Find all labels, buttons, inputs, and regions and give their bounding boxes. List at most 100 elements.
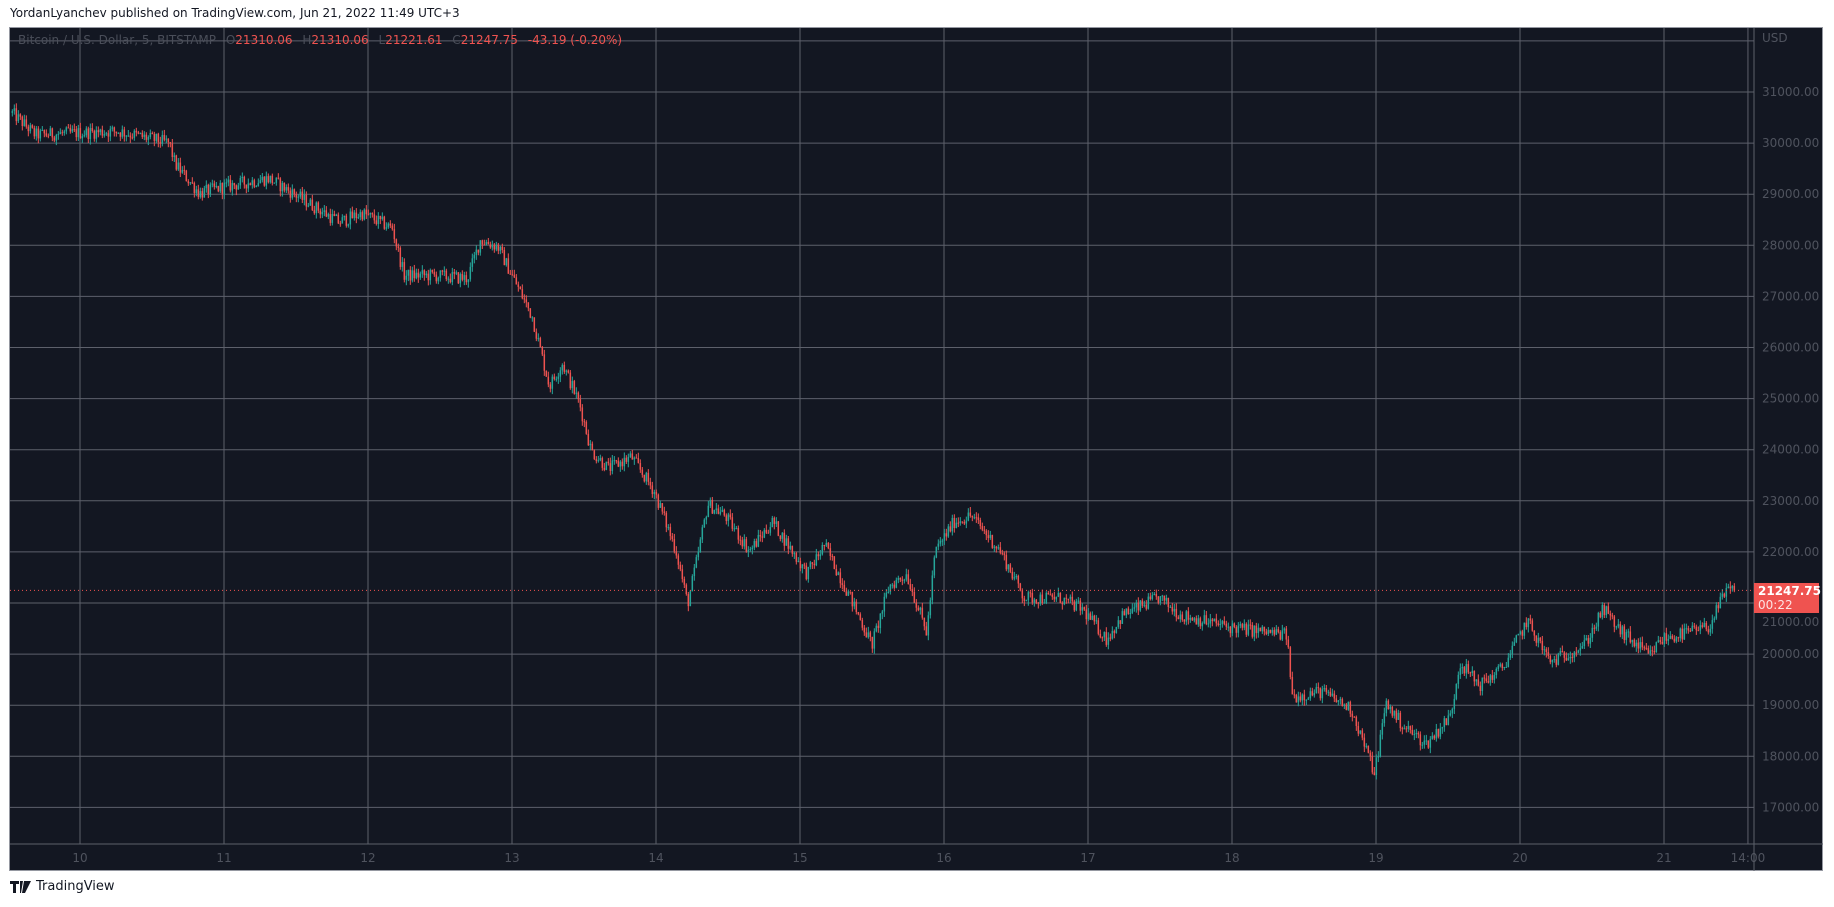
x-tick-label: 16: [936, 851, 951, 865]
candle-down: [435, 274, 438, 282]
candle-up: [751, 547, 754, 549]
candle-up: [1091, 615, 1094, 620]
candle-down: [1071, 596, 1074, 602]
candle-down: [1391, 706, 1394, 716]
candle-up: [411, 270, 414, 281]
candle-down: [767, 532, 770, 534]
candle-down: [1031, 592, 1034, 603]
y-tick-label: 20000.00: [1762, 647, 1819, 661]
candle-up: [421, 270, 424, 274]
candle-up: [1595, 626, 1598, 629]
candle-down: [957, 522, 960, 524]
candle-up: [1465, 664, 1468, 674]
candle-down: [529, 308, 532, 318]
candle-up: [1143, 604, 1146, 606]
candle-up: [1703, 622, 1706, 628]
candle-up: [1359, 730, 1362, 734]
candle-down: [217, 186, 220, 192]
candle-down: [869, 632, 872, 637]
candle-down: [829, 548, 832, 556]
candle-down: [1673, 638, 1676, 642]
candle-down: [305, 194, 308, 207]
high-value: 21310.06: [311, 33, 369, 47]
candle-down: [617, 460, 620, 467]
candle-down: [731, 517, 734, 529]
candle-up: [1281, 630, 1284, 640]
candle-up: [161, 134, 164, 144]
candle-down: [483, 244, 486, 246]
brand-name: TradingView: [36, 879, 115, 894]
candle-down: [741, 540, 744, 547]
candle-up: [223, 182, 226, 194]
candle-down: [1053, 596, 1056, 600]
candle-down: [669, 527, 672, 537]
candle-up: [619, 461, 622, 467]
candle-up: [209, 184, 212, 195]
candle-up: [691, 576, 694, 592]
candle-down: [1259, 627, 1262, 632]
candle-down: [917, 607, 920, 611]
candle-up: [99, 129, 102, 133]
candle-down: [569, 372, 572, 389]
candle-up: [821, 545, 824, 555]
candle-down: [567, 370, 570, 373]
candle-down: [1619, 624, 1622, 635]
candle-down: [543, 354, 546, 371]
candle-down: [1535, 635, 1538, 643]
candle-up: [1135, 602, 1138, 608]
candle-up: [83, 135, 86, 137]
candle-up: [1553, 659, 1556, 661]
candle-down: [865, 632, 868, 638]
candle-up: [531, 317, 534, 319]
candle-up: [405, 275, 408, 280]
candle-down: [525, 299, 528, 303]
candle-down: [949, 526, 952, 532]
candle-up: [1189, 617, 1192, 620]
candle-up: [1107, 637, 1110, 645]
candle-down: [1671, 635, 1674, 639]
candle-up: [873, 631, 876, 649]
candle-up: [407, 269, 410, 276]
candle-up: [255, 186, 258, 188]
candle-down: [1009, 564, 1012, 572]
candle-up: [889, 584, 892, 592]
candle-up: [143, 134, 146, 137]
candle-down: [681, 569, 684, 580]
candle-down: [243, 176, 246, 185]
candle-down: [179, 162, 182, 173]
candle-down: [759, 534, 762, 537]
candle-down: [1005, 554, 1008, 570]
candle-down: [1529, 618, 1532, 621]
candle-down: [1291, 676, 1294, 695]
candle-down: [141, 132, 144, 137]
candle-up: [1513, 642, 1516, 646]
candle-down: [1593, 627, 1596, 629]
candle-up: [1389, 706, 1392, 710]
candle-down: [963, 522, 966, 524]
candle-down: [371, 213, 374, 215]
candle-up: [1313, 693, 1316, 696]
x-tick-label: 19: [1368, 851, 1383, 865]
candle-up: [1007, 564, 1010, 570]
symbol-label[interactable]: Bitcoin / U.S. Dollar, 5, BITSTAMP: [18, 33, 217, 47]
candle-up: [1385, 700, 1388, 714]
chart-panel[interactable]: [9, 27, 1823, 871]
candle-up: [763, 529, 766, 538]
candle-up: [935, 546, 938, 558]
candle-up: [455, 272, 458, 274]
candle-down: [677, 555, 680, 565]
candle-up: [1675, 637, 1678, 642]
current-price-label: 21247.75 00:22: [1754, 583, 1821, 613]
candle-up: [695, 557, 698, 568]
candle-up: [879, 613, 882, 628]
candle-up: [155, 133, 158, 141]
candle-down: [745, 539, 748, 552]
candle-down: [915, 602, 918, 608]
candle-up: [959, 521, 962, 523]
tradingview-logo[interactable]: TradingView: [10, 879, 115, 894]
candle-down: [1279, 632, 1282, 640]
candle-down: [167, 138, 170, 143]
candle-up: [1375, 757, 1378, 775]
candle-up: [219, 182, 222, 192]
